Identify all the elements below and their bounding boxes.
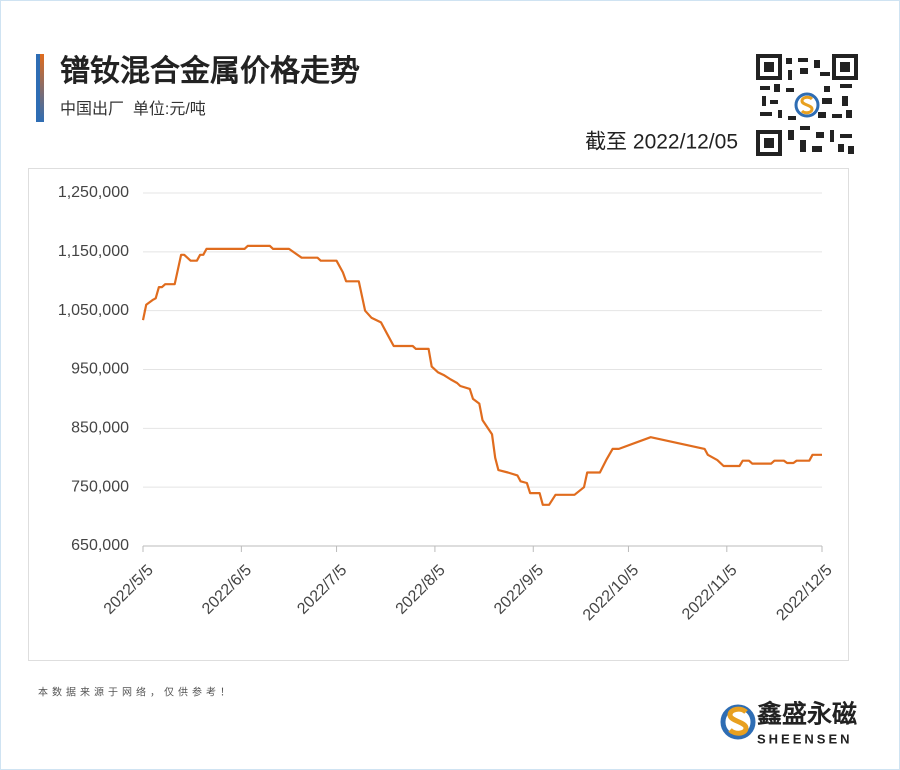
y-tick-label: 1,050,000 [58,302,129,319]
y-tick-label: 950,000 [71,361,129,378]
qr-code [756,54,858,156]
y-tick-label: 750,000 [71,478,129,495]
brand-name: 鑫盛永磁 [757,700,857,729]
chart-title: 镨钕混合金属价格走势 [60,54,360,88]
y-tick-label: 1,250,000 [58,184,129,201]
footnote: 本数据来源于网络，仅供参考！ [38,686,234,699]
y-tick-label: 850,000 [71,420,129,437]
plot-frame [28,168,849,661]
subtitle: 中国出厂 单位:元/吨 [60,100,206,118]
title-accent [40,54,44,122]
price-line [141,244,822,506]
y-tick-label: 1,150,000 [58,243,129,260]
y-tick-label: 650,000 [71,537,129,554]
brand-name-en: SHEENSEN [757,731,853,746]
title-accent [36,54,40,122]
date-note: 截至 2022/12/05 [585,131,738,154]
brand-logo [720,704,756,740]
